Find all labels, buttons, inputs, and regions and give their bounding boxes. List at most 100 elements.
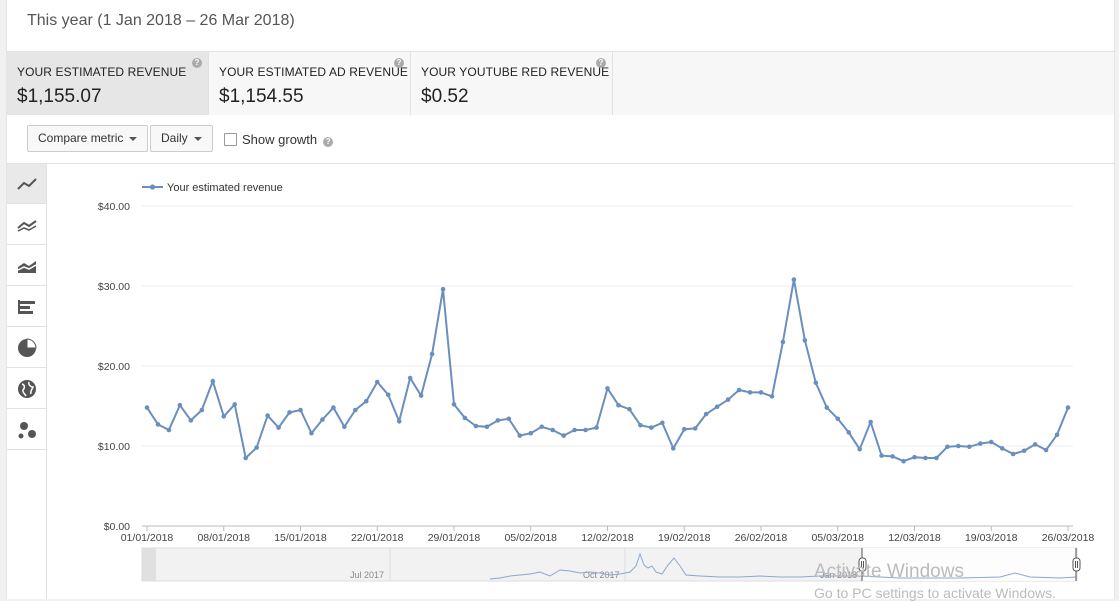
data-point[interactable] [363, 398, 369, 404]
data-point[interactable] [1065, 405, 1071, 410]
data-point[interactable] [813, 380, 819, 386]
data-point[interactable] [1010, 451, 1016, 457]
compare-metric-button[interactable]: Compare metric [27, 125, 149, 152]
data-point[interactable] [627, 406, 632, 412]
data-point[interactable] [517, 433, 523, 438]
data-point[interactable] [660, 420, 665, 426]
data-point[interactable] [451, 402, 457, 407]
data-point[interactable] [901, 458, 906, 464]
data-point[interactable] [396, 418, 402, 424]
data-point[interactable] [1054, 432, 1060, 438]
data-point[interactable] [1032, 442, 1038, 447]
data-point[interactable] [528, 430, 534, 436]
interval-dropdown[interactable]: Daily [150, 125, 213, 152]
data-point[interactable] [736, 387, 742, 393]
data-point[interactable] [846, 430, 852, 435]
data-point[interactable] [177, 402, 183, 408]
data-point[interactable] [1043, 447, 1049, 453]
show-growth-toggle[interactable]: Show growth? [224, 132, 334, 147]
data-point[interactable] [210, 378, 216, 384]
data-point[interactable] [561, 433, 566, 438]
navigator-selected-range[interactable] [862, 548, 1076, 581]
data-point[interactable] [714, 404, 720, 410]
data-point[interactable] [769, 394, 775, 399]
data-point[interactable] [670, 446, 676, 451]
data-point[interactable] [144, 405, 150, 410]
navigator-scroll-left[interactable] [142, 548, 156, 581]
data-point[interactable] [473, 423, 479, 429]
data-point[interactable] [232, 402, 238, 407]
data-point[interactable] [265, 413, 270, 418]
data-point[interactable] [374, 379, 380, 385]
data-point[interactable] [681, 426, 687, 432]
data-point[interactable] [802, 338, 808, 343]
data-point[interactable] [649, 425, 654, 430]
data-point[interactable] [353, 407, 358, 413]
data-point[interactable] [747, 390, 753, 395]
data-point[interactable] [934, 455, 939, 461]
data-point[interactable] [956, 443, 961, 449]
pie-chart-button[interactable] [7, 328, 46, 368]
data-point[interactable] [309, 430, 314, 436]
data-point[interactable] [155, 422, 161, 427]
data-point[interactable] [484, 424, 490, 430]
data-point[interactable] [572, 427, 577, 433]
data-point[interactable] [988, 439, 994, 445]
data-point[interactable] [824, 405, 830, 410]
stacked-area-chart-button[interactable] [7, 246, 46, 286]
data-point[interactable] [1021, 448, 1027, 454]
data-point[interactable] [276, 425, 281, 430]
data-point[interactable] [583, 427, 588, 433]
metric-tab-estimated-revenue[interactable]: YOUR ESTIMATED REVENUE $1,155.07 ? [7, 52, 209, 115]
data-point[interactable] [758, 390, 764, 395]
data-point[interactable] [923, 455, 928, 461]
data-point[interactable] [703, 411, 709, 417]
data-point[interactable] [791, 277, 797, 282]
data-point[interactable] [945, 444, 950, 450]
data-point[interactable] [912, 454, 917, 460]
data-point[interactable] [298, 407, 303, 413]
data-point[interactable] [342, 424, 347, 430]
data-point[interactable] [594, 425, 599, 430]
bar-chart-button[interactable] [7, 287, 46, 327]
data-point[interactable] [166, 427, 172, 433]
data-point[interactable] [999, 446, 1005, 451]
data-point[interactable] [320, 417, 325, 422]
data-point[interactable] [462, 415, 468, 421]
data-point[interactable] [506, 416, 512, 422]
data-point[interactable] [331, 405, 336, 410]
data-point[interactable] [780, 339, 786, 345]
data-point[interactable] [977, 441, 983, 446]
data-point[interactable] [254, 445, 259, 450]
data-point[interactable] [385, 392, 391, 398]
data-point[interactable] [243, 455, 248, 461]
help-icon[interactable]: ? [192, 58, 202, 68]
help-icon[interactable]: ? [596, 58, 606, 68]
data-point[interactable] [199, 407, 205, 413]
data-point[interactable] [890, 454, 895, 459]
data-point[interactable] [605, 386, 610, 391]
help-icon[interactable]: ? [323, 137, 334, 147]
data-point[interactable] [429, 351, 435, 357]
data-point[interactable] [692, 426, 698, 431]
data-point[interactable] [407, 375, 413, 381]
range-navigator[interactable]: Jul 2017 Oct 2017 Jan 2018 [141, 547, 1081, 582]
data-point[interactable] [539, 424, 545, 430]
navigator-handle-left[interactable] [858, 548, 867, 581]
data-point[interactable] [221, 414, 227, 419]
data-point[interactable] [879, 453, 884, 458]
navigator-handle-right[interactable] [1072, 548, 1081, 581]
multi-line-chart-button[interactable] [7, 205, 46, 245]
data-point[interactable] [550, 427, 555, 433]
data-point[interactable] [835, 416, 841, 422]
data-point[interactable] [857, 446, 862, 452]
map-chart-button[interactable] [7, 369, 46, 409]
data-point[interactable] [440, 286, 446, 292]
help-icon[interactable]: ? [394, 58, 404, 68]
bubble-chart-button[interactable] [7, 410, 46, 450]
data-point[interactable] [616, 402, 621, 408]
data-point[interactable] [495, 418, 501, 423]
data-point[interactable] [418, 393, 424, 398]
data-point[interactable] [868, 419, 873, 425]
data-point[interactable] [188, 418, 194, 423]
